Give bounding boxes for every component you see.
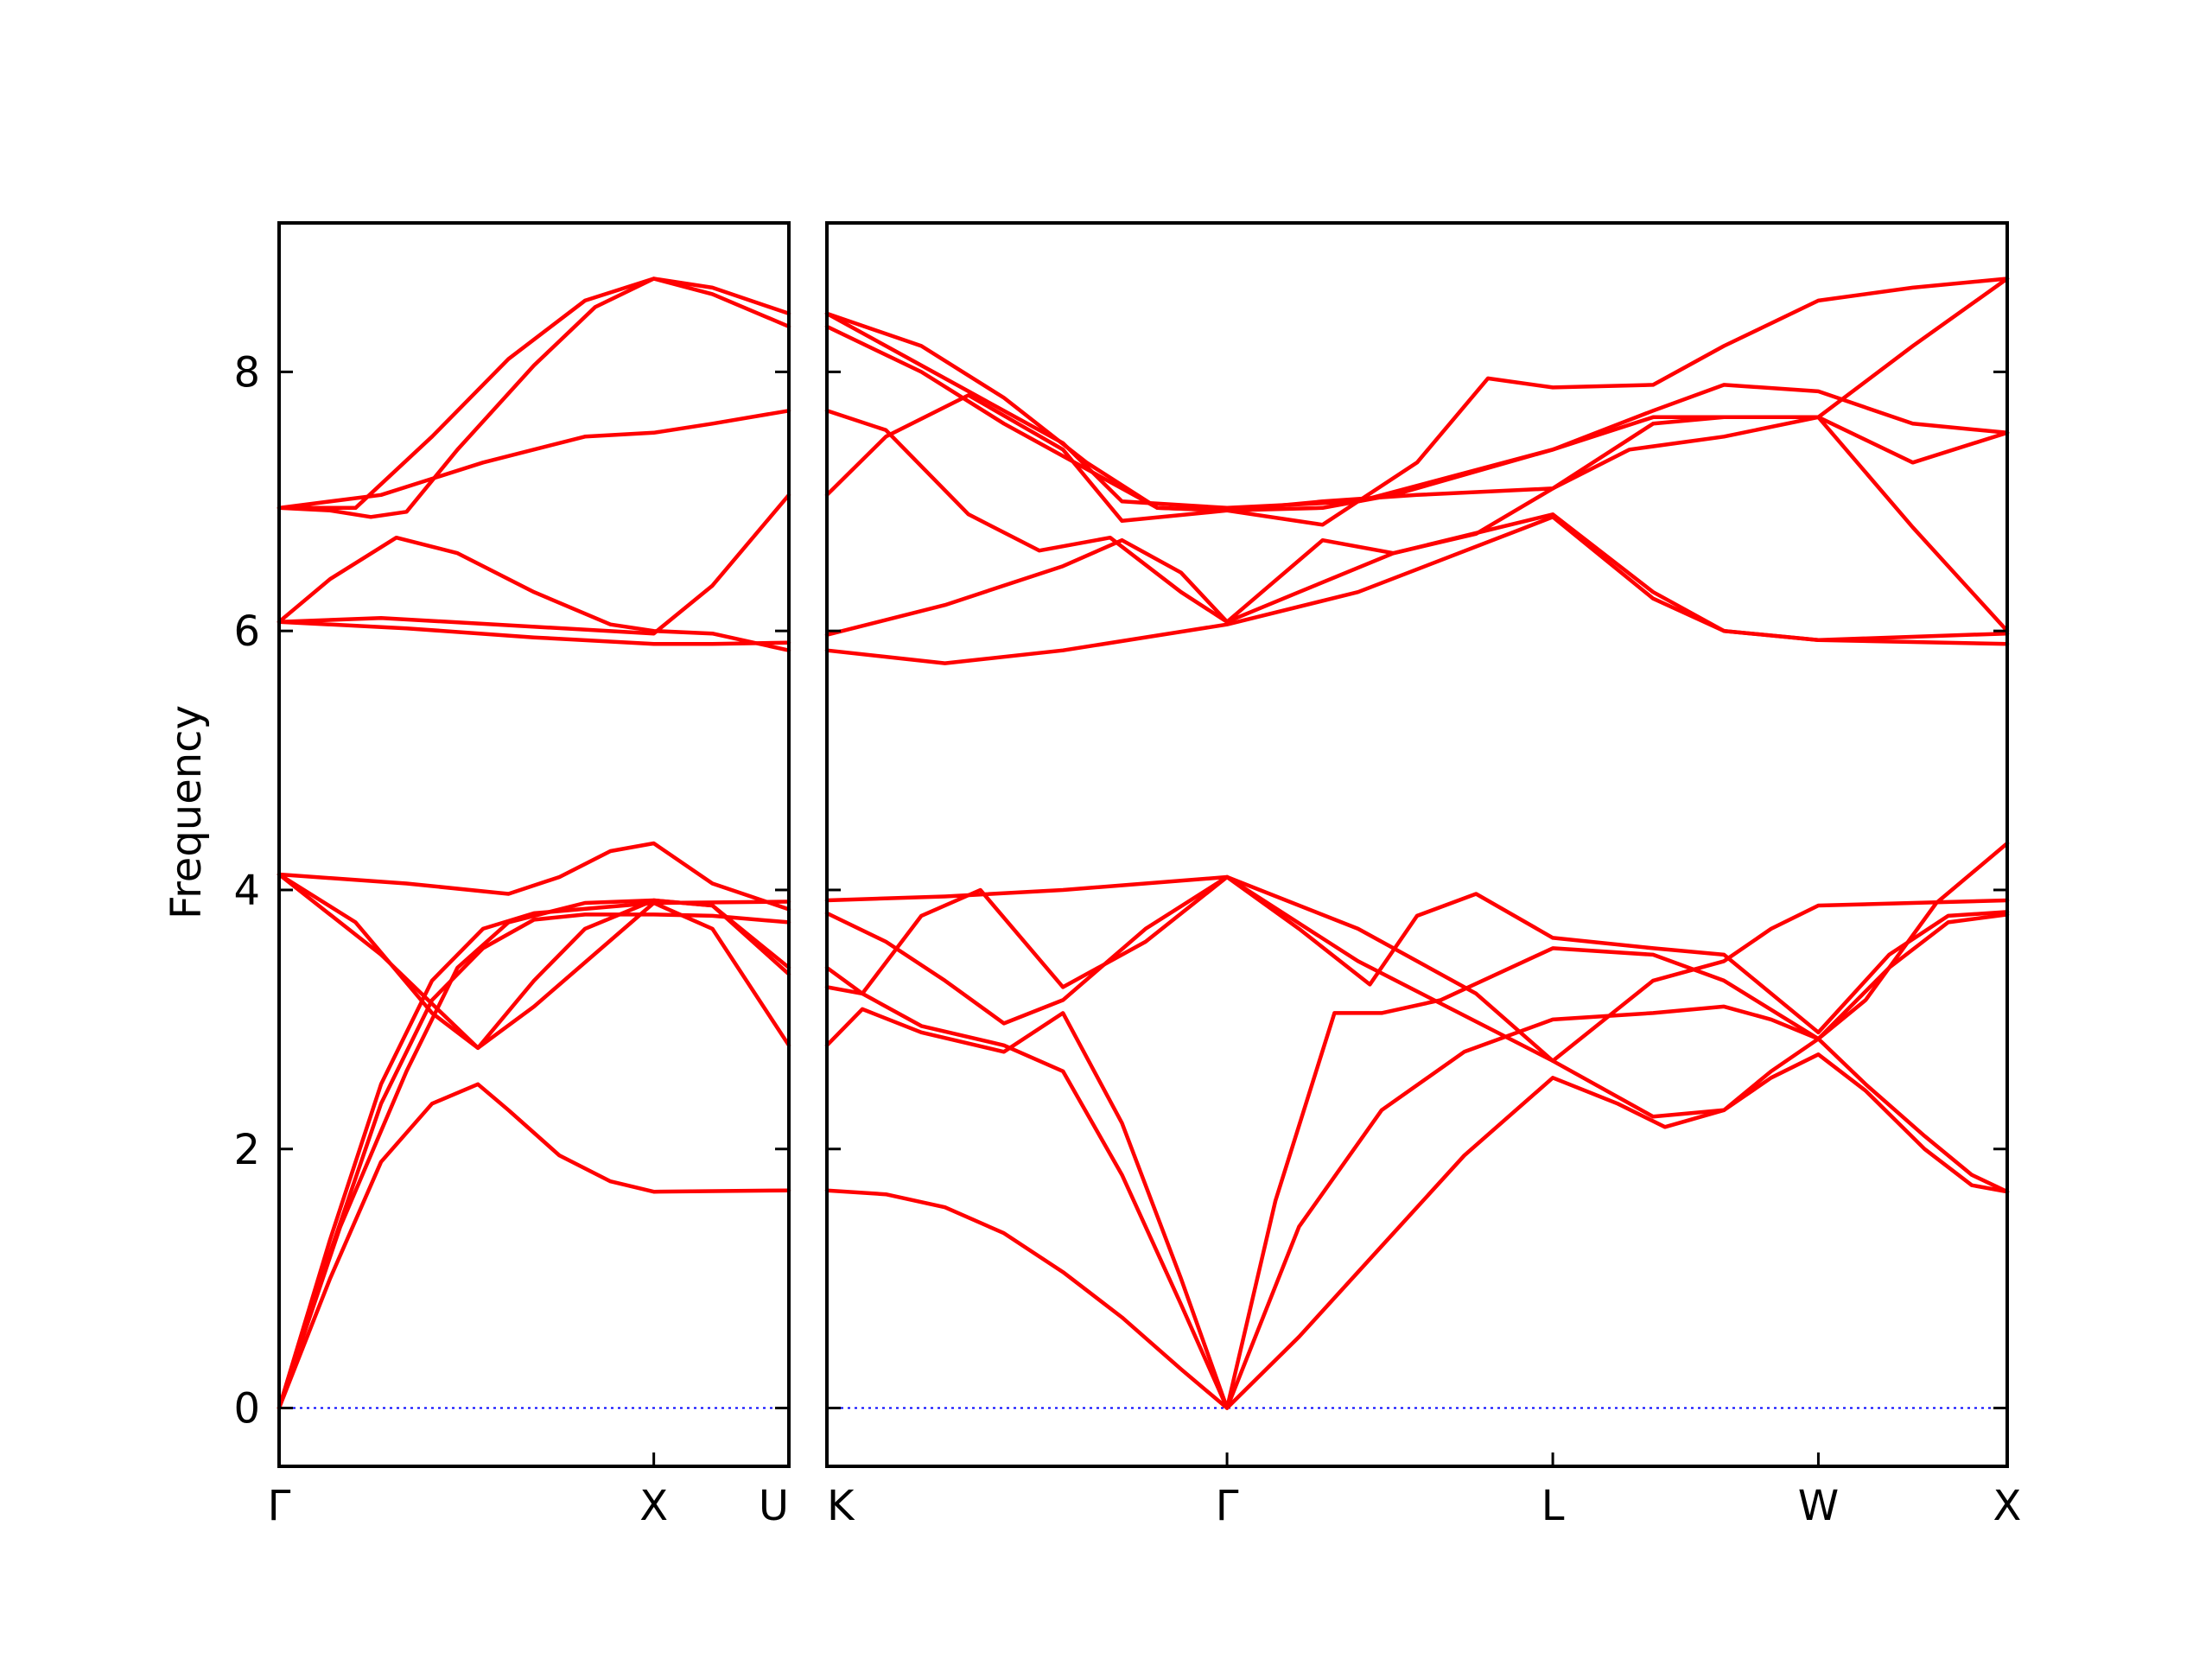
band-line	[824, 965, 2010, 1410]
y-axis-label: Frequency	[162, 705, 211, 919]
x-tick-label: K	[827, 1482, 855, 1530]
y-tick-label: 8	[233, 348, 260, 397]
band-line	[276, 493, 791, 636]
y-tick-label: 0	[233, 1385, 260, 1433]
x-tick-label: X	[639, 1482, 668, 1530]
x-tick-label: Γ	[1216, 1482, 1239, 1530]
band-line	[824, 841, 2010, 1119]
x-tick-label: L	[1541, 1482, 1565, 1530]
plot-frame	[825, 221, 2009, 1468]
band-line	[276, 1082, 791, 1410]
band-line	[276, 872, 791, 1051]
band-line	[824, 276, 2010, 513]
y-tick-label: 4	[233, 867, 260, 915]
band-line	[276, 898, 791, 1410]
band-line	[824, 512, 2010, 642]
x-tick-label: Γ	[268, 1482, 291, 1530]
band-line	[276, 276, 791, 511]
y-tick-label: 6	[233, 607, 260, 656]
band-line	[276, 620, 791, 646]
x-tick-label: U	[759, 1482, 789, 1530]
band-line	[276, 535, 791, 652]
band-line	[276, 841, 791, 912]
x-tick-label: X	[1993, 1482, 2022, 1530]
band-line	[276, 899, 791, 1410]
band-line	[824, 1052, 2010, 1410]
panel-left: 0 2 4 6 8 Γ X U	[233, 221, 791, 1530]
plot-frame	[277, 221, 791, 1468]
band-line	[276, 276, 791, 519]
x-tick-label: W	[1798, 1482, 1839, 1530]
band-line	[824, 276, 2010, 527]
band-line	[276, 409, 791, 511]
y-tick-label: 2	[233, 1126, 260, 1174]
